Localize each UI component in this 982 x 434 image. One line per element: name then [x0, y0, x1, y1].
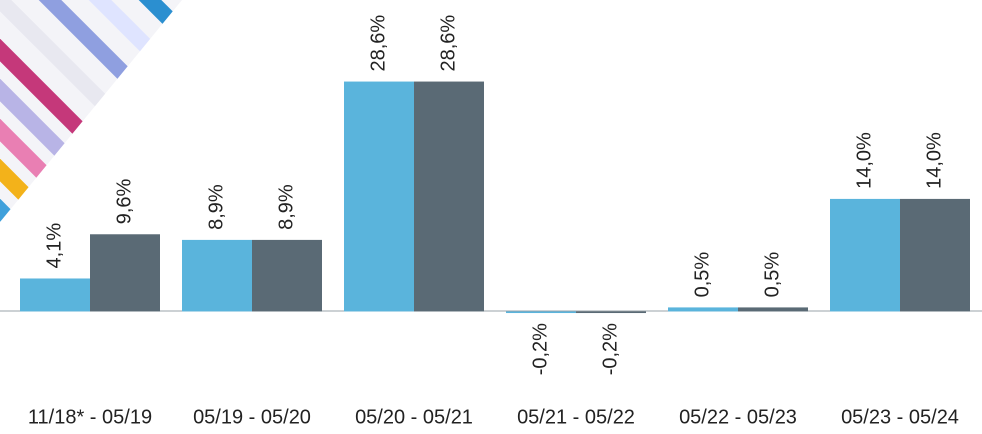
- value-label: 14,0%: [853, 132, 875, 189]
- value-label: 0,5%: [691, 252, 713, 298]
- bar: [830, 199, 900, 312]
- bar: [182, 240, 252, 312]
- value-label: 9,6%: [113, 178, 135, 224]
- bar: [344, 82, 414, 312]
- chart: 11/18* - 05/19 4,1% 9,6% 05/19 - 05/20 8,9% 8…: [0, 0, 982, 434]
- x-tick-label: 05/23 - 05/24: [841, 406, 959, 428]
- value-label: 0,5%: [761, 252, 783, 298]
- bar: [900, 199, 970, 312]
- x-tick-label: 05/20 - 05/21: [355, 406, 473, 428]
- bar: [576, 311, 646, 313]
- bar: [414, 82, 484, 312]
- bar: [668, 307, 738, 311]
- x-tick-label: 05/19 - 05/20: [193, 406, 311, 428]
- x-tick-label: 11/18* - 05/19: [28, 406, 152, 428]
- value-label: 8,9%: [205, 184, 227, 230]
- value-label: 8,9%: [275, 184, 297, 230]
- value-label: 28,6%: [437, 15, 459, 72]
- bar: [506, 311, 576, 313]
- x-tick-label: 05/22 - 05/23: [679, 406, 797, 428]
- bar: [738, 307, 808, 311]
- value-label: -0,2%: [529, 323, 551, 375]
- value-label: 4,1%: [43, 223, 65, 269]
- value-label: 14,0%: [923, 132, 945, 189]
- value-label: -0,2%: [599, 323, 621, 375]
- value-label: 28,6%: [367, 15, 389, 72]
- bar: [90, 234, 160, 311]
- bar: [20, 278, 90, 311]
- bar: [252, 240, 322, 312]
- x-tick-label: 05/21 - 05/22: [517, 406, 635, 428]
